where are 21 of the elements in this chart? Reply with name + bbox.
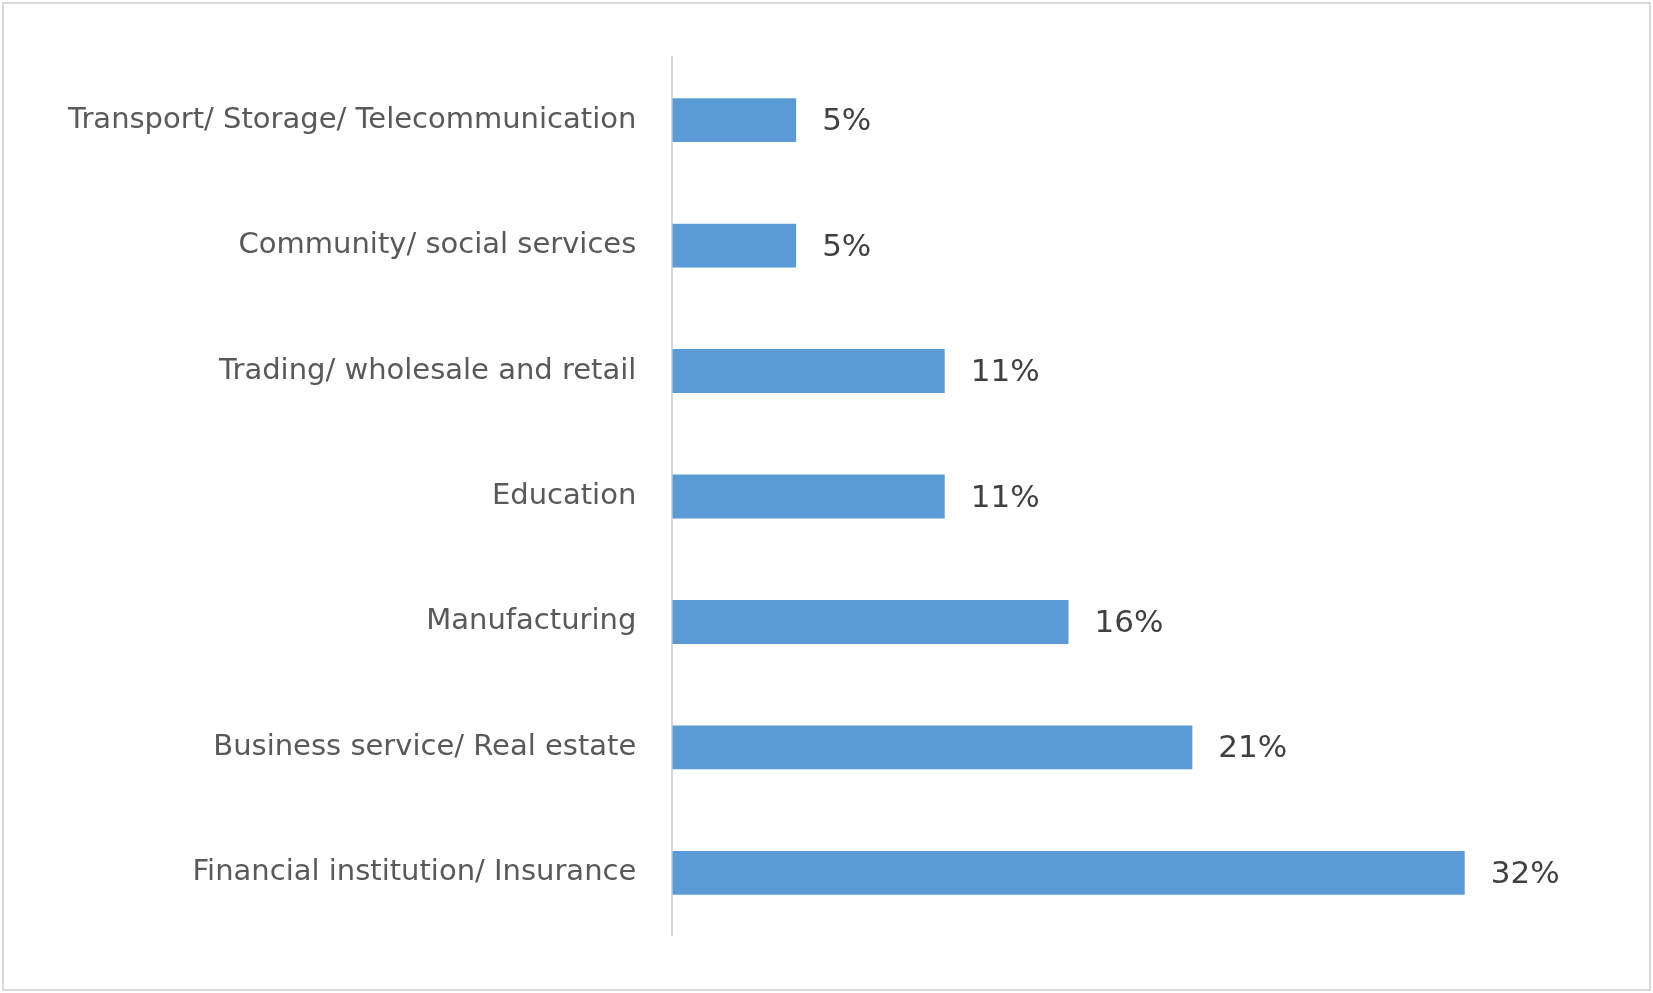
data-label: 16%: [1094, 603, 1164, 639]
data-label: 32%: [1490, 853, 1560, 890]
bar: [672, 349, 945, 393]
data-label: 5%: [822, 101, 872, 138]
y-tick-label: Manufacturing: [426, 602, 637, 637]
data-label: 5%: [822, 226, 872, 263]
data-label: 11%: [970, 352, 1040, 389]
bar: [672, 725, 1193, 770]
y-tick-label: Financial institution/ Insurance: [192, 853, 637, 888]
data-label: 11%: [970, 477, 1040, 514]
data-label: 21%: [1218, 728, 1288, 765]
y-tick-label: Business service/ Real estate: [213, 727, 637, 762]
bar: [672, 98, 797, 143]
bar: [672, 223, 797, 268]
y-tick-label: Trading/ wholesale and retail: [218, 351, 637, 386]
bar: [672, 600, 1069, 644]
y-tick-label: Transport/ Storage/ Telecommunication: [66, 100, 637, 135]
y-tick-label: Education: [491, 477, 637, 512]
bar: [672, 850, 1465, 895]
bar: [672, 474, 945, 519]
y-tick-label: Community/ social services: [238, 226, 637, 261]
